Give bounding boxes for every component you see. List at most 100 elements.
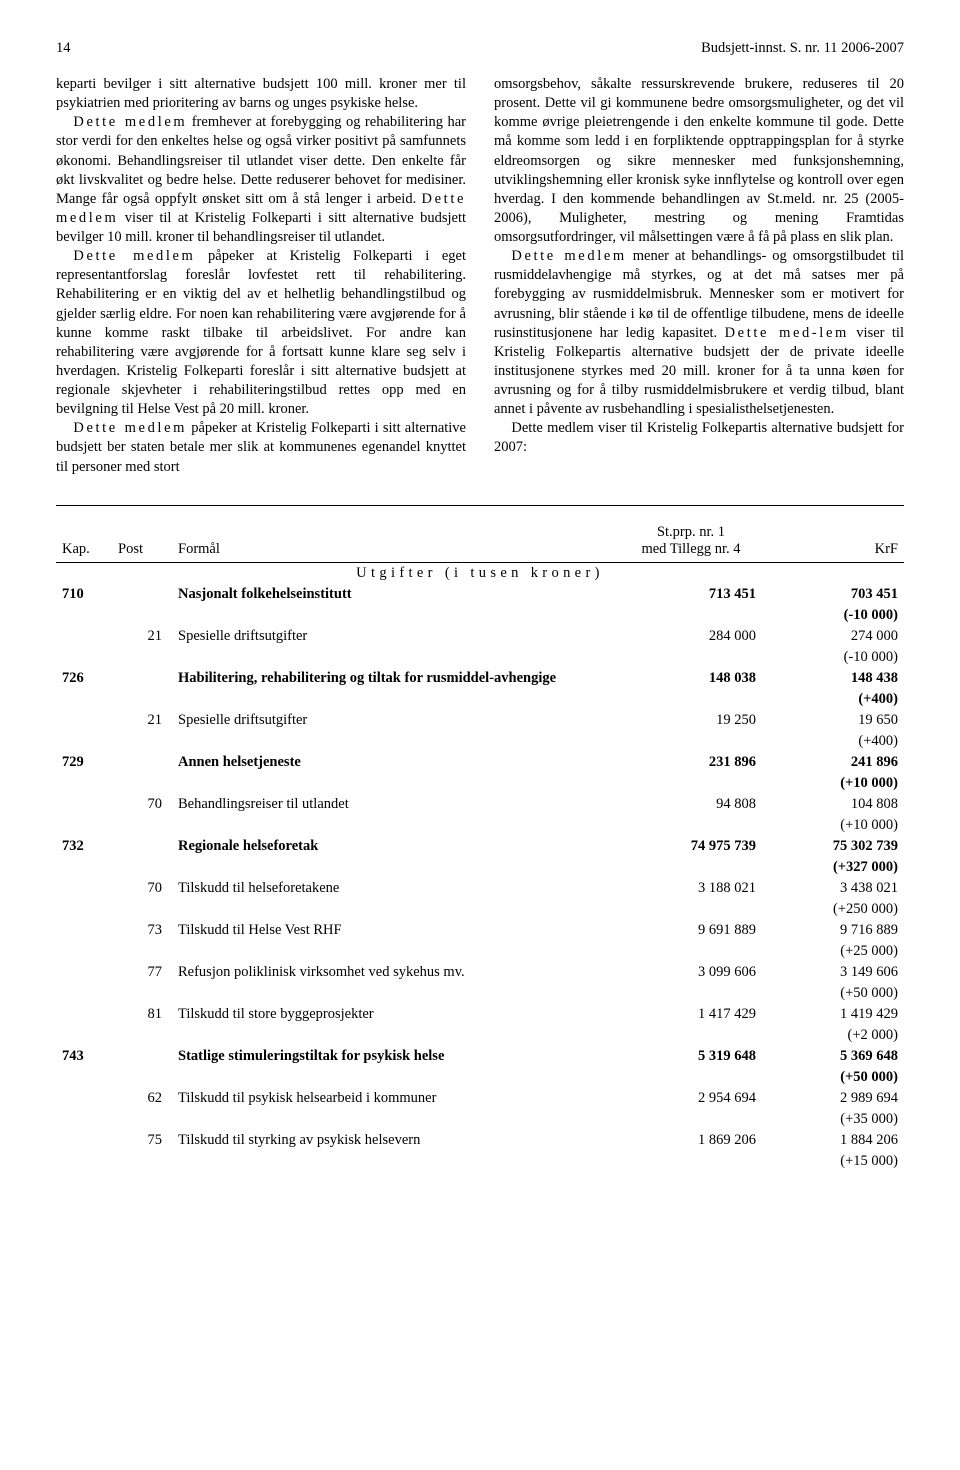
cell-blank <box>56 647 112 668</box>
table-row-diff: (-10 000) <box>56 605 904 626</box>
table-head: Kap. Post Formål St.prp. nr. 1 med Tille… <box>56 520 904 563</box>
table-header-row: Kap. Post Formål St.prp. nr. 1 med Tille… <box>56 520 904 563</box>
paragraph: Dette medlem påpeker at Kristelig Folkep… <box>56 247 466 419</box>
cell-krf: 3 438 021 <box>762 878 904 899</box>
col-krf: KrF <box>762 520 904 563</box>
cell-blank <box>112 605 172 626</box>
cell-formal: Nasjonalt folkehelseinstitutt <box>172 584 620 605</box>
cell-blank <box>620 899 762 920</box>
cell-post <box>112 1046 172 1067</box>
text: påpeker at Kristelig Folkeparti i eget r… <box>56 248 466 417</box>
cell-blank <box>172 1067 620 1088</box>
cell-blank <box>620 1025 762 1046</box>
stprp-line2: med Tillegg nr. 4 <box>641 541 740 557</box>
cell-blank <box>620 1067 762 1088</box>
table-row: 81Tilskudd til store byggeprosjekter1 41… <box>56 1004 904 1025</box>
col-formal: Formål <box>172 520 620 563</box>
cell-stprp: 74 975 739 <box>620 836 762 857</box>
cell-diff: (+15 000) <box>762 1151 904 1172</box>
cell-stprp: 2 954 694 <box>620 1088 762 1109</box>
document-page: 14 Budsjett-innst. S. nr. 11 2006-2007 k… <box>0 0 960 1212</box>
cell-blank <box>56 1151 112 1172</box>
cell-diff: (+327 000) <box>762 857 904 878</box>
table-row: 726Habilitering, rehabilitering og tilta… <box>56 668 904 689</box>
cell-blank <box>112 983 172 1004</box>
cell-blank <box>620 983 762 1004</box>
cell-krf: 19 650 <box>762 710 904 731</box>
emphasis: Dette medlem <box>73 114 187 130</box>
cell-krf: 104 808 <box>762 794 904 815</box>
cell-krf: 3 149 606 <box>762 962 904 983</box>
col-kap: Kap. <box>56 520 112 563</box>
cell-stprp: 284 000 <box>620 626 762 647</box>
cell-kap <box>56 878 112 899</box>
cell-post <box>112 836 172 857</box>
cell-blank <box>172 899 620 920</box>
cell-blank <box>56 605 112 626</box>
cell-formal: Behandlingsreiser til utlandet <box>172 794 620 815</box>
table-row-diff: (+250 000) <box>56 899 904 920</box>
table-row-diff: (+400) <box>56 689 904 710</box>
cell-stprp: 713 451 <box>620 584 762 605</box>
cell-kap <box>56 626 112 647</box>
cell-diff: (+400) <box>762 731 904 752</box>
cell-kap <box>56 1130 112 1151</box>
cell-blank <box>112 1151 172 1172</box>
cell-krf: 75 302 739 <box>762 836 904 857</box>
cell-krf: 274 000 <box>762 626 904 647</box>
cell-stprp: 3 099 606 <box>620 962 762 983</box>
table-row: 732Regionale helseforetak74 975 73975 30… <box>56 836 904 857</box>
cell-kap <box>56 794 112 815</box>
cell-formal: Spesielle driftsutgifter <box>172 626 620 647</box>
cell-kap <box>56 962 112 983</box>
cell-formal: Tilskudd til store byggeprosjekter <box>172 1004 620 1025</box>
cell-blank <box>112 815 172 836</box>
cell-formal: Refusjon poliklinisk virksomhet ved syke… <box>172 962 620 983</box>
cell-blank <box>56 731 112 752</box>
table-row: 21Spesielle driftsutgifter19 25019 650 <box>56 710 904 731</box>
cell-post: 70 <box>112 878 172 899</box>
cell-blank <box>172 647 620 668</box>
cell-blank <box>112 1109 172 1130</box>
cell-blank <box>172 689 620 710</box>
cell-blank <box>56 815 112 836</box>
cell-blank <box>172 773 620 794</box>
table-row-diff: (+10 000) <box>56 773 904 794</box>
page-header: 14 Budsjett-innst. S. nr. 11 2006-2007 <box>56 40 904 57</box>
body-columns: keparti bevilger i sitt alternative buds… <box>56 75 904 477</box>
cell-formal: Habilitering, rehabilitering og tiltak f… <box>172 668 620 689</box>
cell-blank <box>620 941 762 962</box>
cell-blank <box>620 689 762 710</box>
cell-stprp: 94 808 <box>620 794 762 815</box>
cell-formal: Statlige stimuleringstiltak for psykisk … <box>172 1046 620 1067</box>
document-reference: Budsjett-innst. S. nr. 11 2006-2007 <box>701 40 904 57</box>
section-title: Utgifter (i tusen kroner) <box>56 562 904 584</box>
cell-blank <box>172 1151 620 1172</box>
cell-blank <box>620 815 762 836</box>
cell-post: 21 <box>112 710 172 731</box>
table-row-diff: (+400) <box>56 731 904 752</box>
cell-krf: 148 438 <box>762 668 904 689</box>
cell-blank <box>56 1067 112 1088</box>
cell-formal: Spesielle driftsutgifter <box>172 710 620 731</box>
cell-kap: 729 <box>56 752 112 773</box>
cell-post <box>112 752 172 773</box>
cell-formal: Tilskudd til Helse Vest RHF <box>172 920 620 941</box>
paragraph: keparti bevilger i sitt alternative buds… <box>56 75 466 113</box>
cell-post: 62 <box>112 1088 172 1109</box>
table-row-diff: (+50 000) <box>56 1067 904 1088</box>
cell-stprp: 1 417 429 <box>620 1004 762 1025</box>
paragraph: Dette medlem påpeker at Kristelig Folkep… <box>56 419 466 476</box>
cell-blank <box>112 689 172 710</box>
paragraph: Dette medlem mener at behandlings- og om… <box>494 247 904 419</box>
cell-post: 77 <box>112 962 172 983</box>
col-post: Post <box>112 520 172 563</box>
cell-kap <box>56 710 112 731</box>
cell-blank <box>620 1109 762 1130</box>
cell-krf: 5 369 648 <box>762 1046 904 1067</box>
cell-blank <box>56 983 112 1004</box>
cell-diff: (-10 000) <box>762 647 904 668</box>
text: viser til at Kristelig Folkeparti i sitt… <box>56 210 466 245</box>
cell-formal: Regionale helseforetak <box>172 836 620 857</box>
cell-blank <box>172 1025 620 1046</box>
